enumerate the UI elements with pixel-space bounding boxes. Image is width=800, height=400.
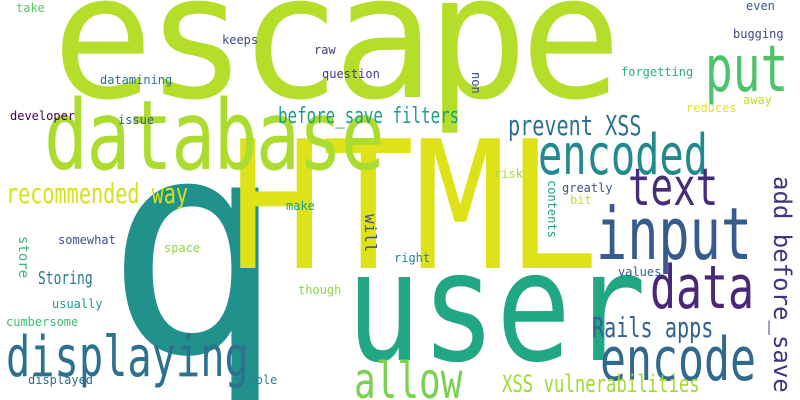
word-before-save-filters: before_save filters: [278, 104, 460, 129]
word-cumbersome: cumbersome: [6, 315, 79, 329]
word-displaying: displaying: [6, 325, 249, 390]
word-question: question: [322, 67, 380, 81]
word-risk: risk: [494, 167, 523, 181]
word-reduces: reduces: [686, 101, 737, 115]
word-will: will: [361, 214, 380, 253]
word-recommended-way: recommended way: [6, 177, 189, 210]
word-right: right: [394, 251, 431, 265]
word-simple: Simple: [234, 373, 278, 387]
word-usually: usually: [52, 297, 103, 311]
word-escape: escape: [52, 0, 622, 138]
word-greatly: greatly: [562, 181, 613, 195]
word-html: HTML: [230, 103, 599, 310]
word-bugging: bugging: [733, 27, 784, 41]
word-xss-vulnerabilities: XSS vulnerabilities: [502, 370, 700, 398]
word-space: space: [164, 241, 201, 255]
word-non: non: [469, 72, 483, 94]
word-input: input: [596, 192, 753, 276]
word-displayed: displayed: [28, 373, 94, 387]
word-issue: issue: [118, 113, 155, 127]
word-storing: Storing: [38, 268, 93, 289]
word-data: data: [650, 253, 755, 323]
word-encoded: encoded: [538, 123, 708, 188]
word-allow: allow: [354, 352, 463, 400]
word-values: values: [618, 265, 662, 279]
word-developer: developer: [10, 109, 76, 123]
word-away: away: [743, 93, 772, 107]
word-though: though: [298, 283, 342, 297]
word-q: q: [104, 73, 285, 400]
word-database: database: [44, 80, 385, 192]
word-even: even: [746, 0, 775, 13]
word-keeps: keeps: [222, 33, 259, 47]
word-user: user: [346, 219, 647, 396]
word-raw: raw: [314, 43, 336, 57]
word-rails-apps: Rails apps: [592, 311, 714, 344]
word-bit: bit: [570, 193, 592, 207]
word-prevent-xss: prevent XSS: [508, 109, 642, 142]
word-text: text: [628, 158, 719, 218]
word-put: put: [705, 33, 789, 107]
word-contents: contents: [545, 180, 559, 238]
word-encode: encode: [600, 325, 757, 395]
word-make: make: [286, 199, 315, 213]
word-take: take: [16, 1, 45, 15]
word-store: store: [15, 236, 31, 279]
word-forgetting: forgetting: [621, 65, 694, 79]
word-somewhat: somewhat: [58, 233, 116, 247]
word-add-before-save: add before_save: [768, 176, 796, 393]
word-datamining: datamining: [100, 73, 173, 87]
